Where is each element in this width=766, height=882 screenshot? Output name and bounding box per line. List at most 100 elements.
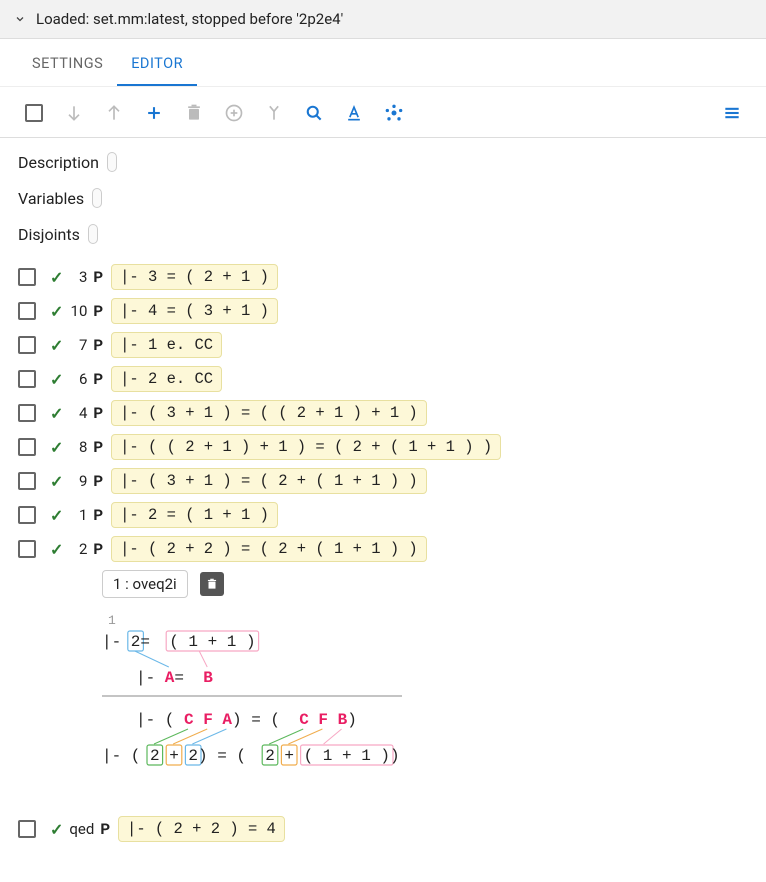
loaded-text: Loaded: set.mm:latest, stopped before '2…	[36, 10, 343, 28]
step-checkbox[interactable]	[18, 472, 36, 490]
step-number: qed	[69, 820, 94, 838]
step-checkbox[interactable]	[18, 370, 36, 388]
steps-list: ✓3P|- 3 = ( 2 + 1 )✓10P|- 4 = ( 3 + 1 )✓…	[0, 264, 766, 870]
step-expression[interactable]: |- 4 = ( 3 + 1 )	[111, 298, 278, 324]
check-icon: ✓	[50, 506, 63, 525]
menu-icon[interactable]	[716, 97, 748, 129]
step-expression[interactable]: |- ( 2 + 2 ) = 4	[118, 816, 285, 842]
check-icon: ✓	[50, 268, 63, 287]
svg-text:1: 1	[108, 613, 116, 628]
step-expression[interactable]: |- ( 3 + 1 ) = ( 2 + ( 1 + 1 ) )	[111, 468, 427, 494]
step-checkbox[interactable]	[18, 404, 36, 422]
check-icon: ✓	[50, 370, 63, 389]
step-expression[interactable]: |- ( 3 + 1 ) = ( ( 2 + 1 ) + 1 )	[111, 400, 427, 426]
justification-box[interactable]: 1 : oveq2i	[102, 570, 188, 598]
graph-icon[interactable]	[378, 97, 410, 129]
disjoints-field[interactable]	[88, 224, 98, 244]
svg-text:) = (: ) = (	[198, 747, 246, 765]
svg-text:A: A	[222, 711, 232, 729]
merge-icon[interactable]	[258, 97, 290, 129]
step-number: 10	[69, 302, 87, 320]
meta-section: Description Variables Disjoints	[0, 138, 766, 264]
svg-text:B: B	[338, 711, 348, 729]
circle-plus-icon[interactable]	[218, 97, 250, 129]
check-icon: ✓	[50, 820, 63, 839]
step-type: P	[93, 472, 103, 490]
step-number: 7	[69, 336, 87, 354]
step-row: ✓ 2P |- ( 2 + 2 ) = ( 2 + ( 1 + 1 ) )	[18, 536, 748, 562]
step-type: P	[93, 540, 103, 558]
select-all-checkbox[interactable]	[18, 97, 50, 129]
step-row: ✓ 3P |- 3 = ( 2 + 1 )	[18, 264, 748, 290]
variables-label: Variables	[18, 189, 84, 208]
step-expression[interactable]: |- ( ( 2 + 1 ) + 1 ) = ( 2 + ( 1 + 1 ) )	[111, 434, 501, 460]
step-row: ✓ 6P |- 2 e. CC	[18, 366, 748, 392]
loaded-header[interactable]: Loaded: set.mm:latest, stopped before '2…	[0, 0, 766, 39]
check-icon: ✓	[50, 404, 63, 423]
svg-text:+: +	[284, 747, 294, 765]
svg-text:=: =	[140, 633, 150, 651]
check-icon: ✓	[50, 472, 63, 491]
svg-text:C: C	[299, 711, 309, 729]
check-icon: ✓	[50, 336, 63, 355]
tab-settings[interactable]: SETTINGS	[18, 39, 117, 86]
step-row: ✓10P|- 4 = ( 3 + 1 )	[18, 298, 748, 324]
svg-text:|- (: |- (	[136, 711, 174, 729]
svg-text:( 1 + 1 ): ( 1 + 1 )	[169, 633, 255, 651]
step-number: 6	[69, 370, 87, 388]
step-number: 1	[69, 506, 87, 524]
step-number: 2	[69, 540, 87, 558]
check-icon: ✓	[50, 302, 63, 321]
step-checkbox[interactable]	[18, 438, 36, 456]
step-checkbox[interactable]	[18, 268, 36, 286]
svg-text:) = (: ) = (	[232, 711, 280, 729]
step-checkbox[interactable]	[18, 820, 36, 838]
step-expression[interactable]: |- 1 e. CC	[111, 332, 222, 358]
toolbar	[0, 87, 766, 138]
check-icon: ✓	[50, 540, 63, 559]
svg-text:+: +	[169, 747, 179, 765]
svg-text:A: A	[165, 669, 175, 687]
step-checkbox[interactable]	[18, 506, 36, 524]
step-type: P	[93, 506, 103, 524]
delete-justification-icon[interactable]	[200, 572, 224, 596]
tab-editor[interactable]: EDITOR	[117, 39, 197, 86]
plus-icon[interactable]	[138, 97, 170, 129]
step-number: 8	[69, 438, 87, 456]
chevron-down-icon	[14, 13, 26, 25]
step-type: P	[100, 820, 110, 838]
step-type: P	[93, 336, 103, 354]
step-checkbox[interactable]	[18, 302, 36, 320]
step-row: ✓ qed P |- ( 2 + 2 ) = 4	[18, 816, 748, 842]
svg-text:|- (: |- (	[102, 747, 140, 765]
step-number: 3	[69, 268, 87, 286]
svg-text:2: 2	[188, 747, 198, 765]
description-label: Description	[18, 153, 99, 172]
arrow-down-icon[interactable]	[58, 97, 90, 129]
arrow-up-icon[interactable]	[98, 97, 130, 129]
step-expression[interactable]: |- 3 = ( 2 + 1 )	[111, 264, 278, 290]
step-type: P	[93, 268, 103, 286]
search-icon[interactable]	[298, 97, 330, 129]
svg-text:2: 2	[131, 633, 141, 651]
step-expression[interactable]: |- 2 e. CC	[111, 366, 222, 392]
text-format-icon[interactable]	[338, 97, 370, 129]
step-checkbox[interactable]	[18, 336, 36, 354]
step-row: ✓ 4P |- ( 3 + 1 ) = ( ( 2 + 1 ) + 1 )	[18, 400, 748, 426]
check-icon: ✓	[50, 438, 63, 457]
step-type: P	[93, 404, 103, 422]
step-checkbox[interactable]	[18, 540, 36, 558]
step-expression[interactable]: |- 2 = ( 1 + 1 )	[111, 502, 278, 528]
step-number: 9	[69, 472, 87, 490]
description-field[interactable]	[107, 152, 117, 172]
step-number: 4	[69, 404, 87, 422]
svg-text:F: F	[203, 711, 213, 729]
svg-text:F: F	[318, 711, 328, 729]
step-type: P	[93, 370, 103, 388]
step-row: ✓ 9P |- ( 3 + 1 ) = ( 2 + ( 1 + 1 ) )	[18, 468, 748, 494]
svg-text:C: C	[184, 711, 194, 729]
step-expression[interactable]: |- ( 2 + 2 ) = ( 2 + ( 1 + 1 ) )	[111, 536, 427, 562]
variables-field[interactable]	[92, 188, 102, 208]
trash-icon[interactable]	[178, 97, 210, 129]
step-type: P	[93, 438, 103, 456]
